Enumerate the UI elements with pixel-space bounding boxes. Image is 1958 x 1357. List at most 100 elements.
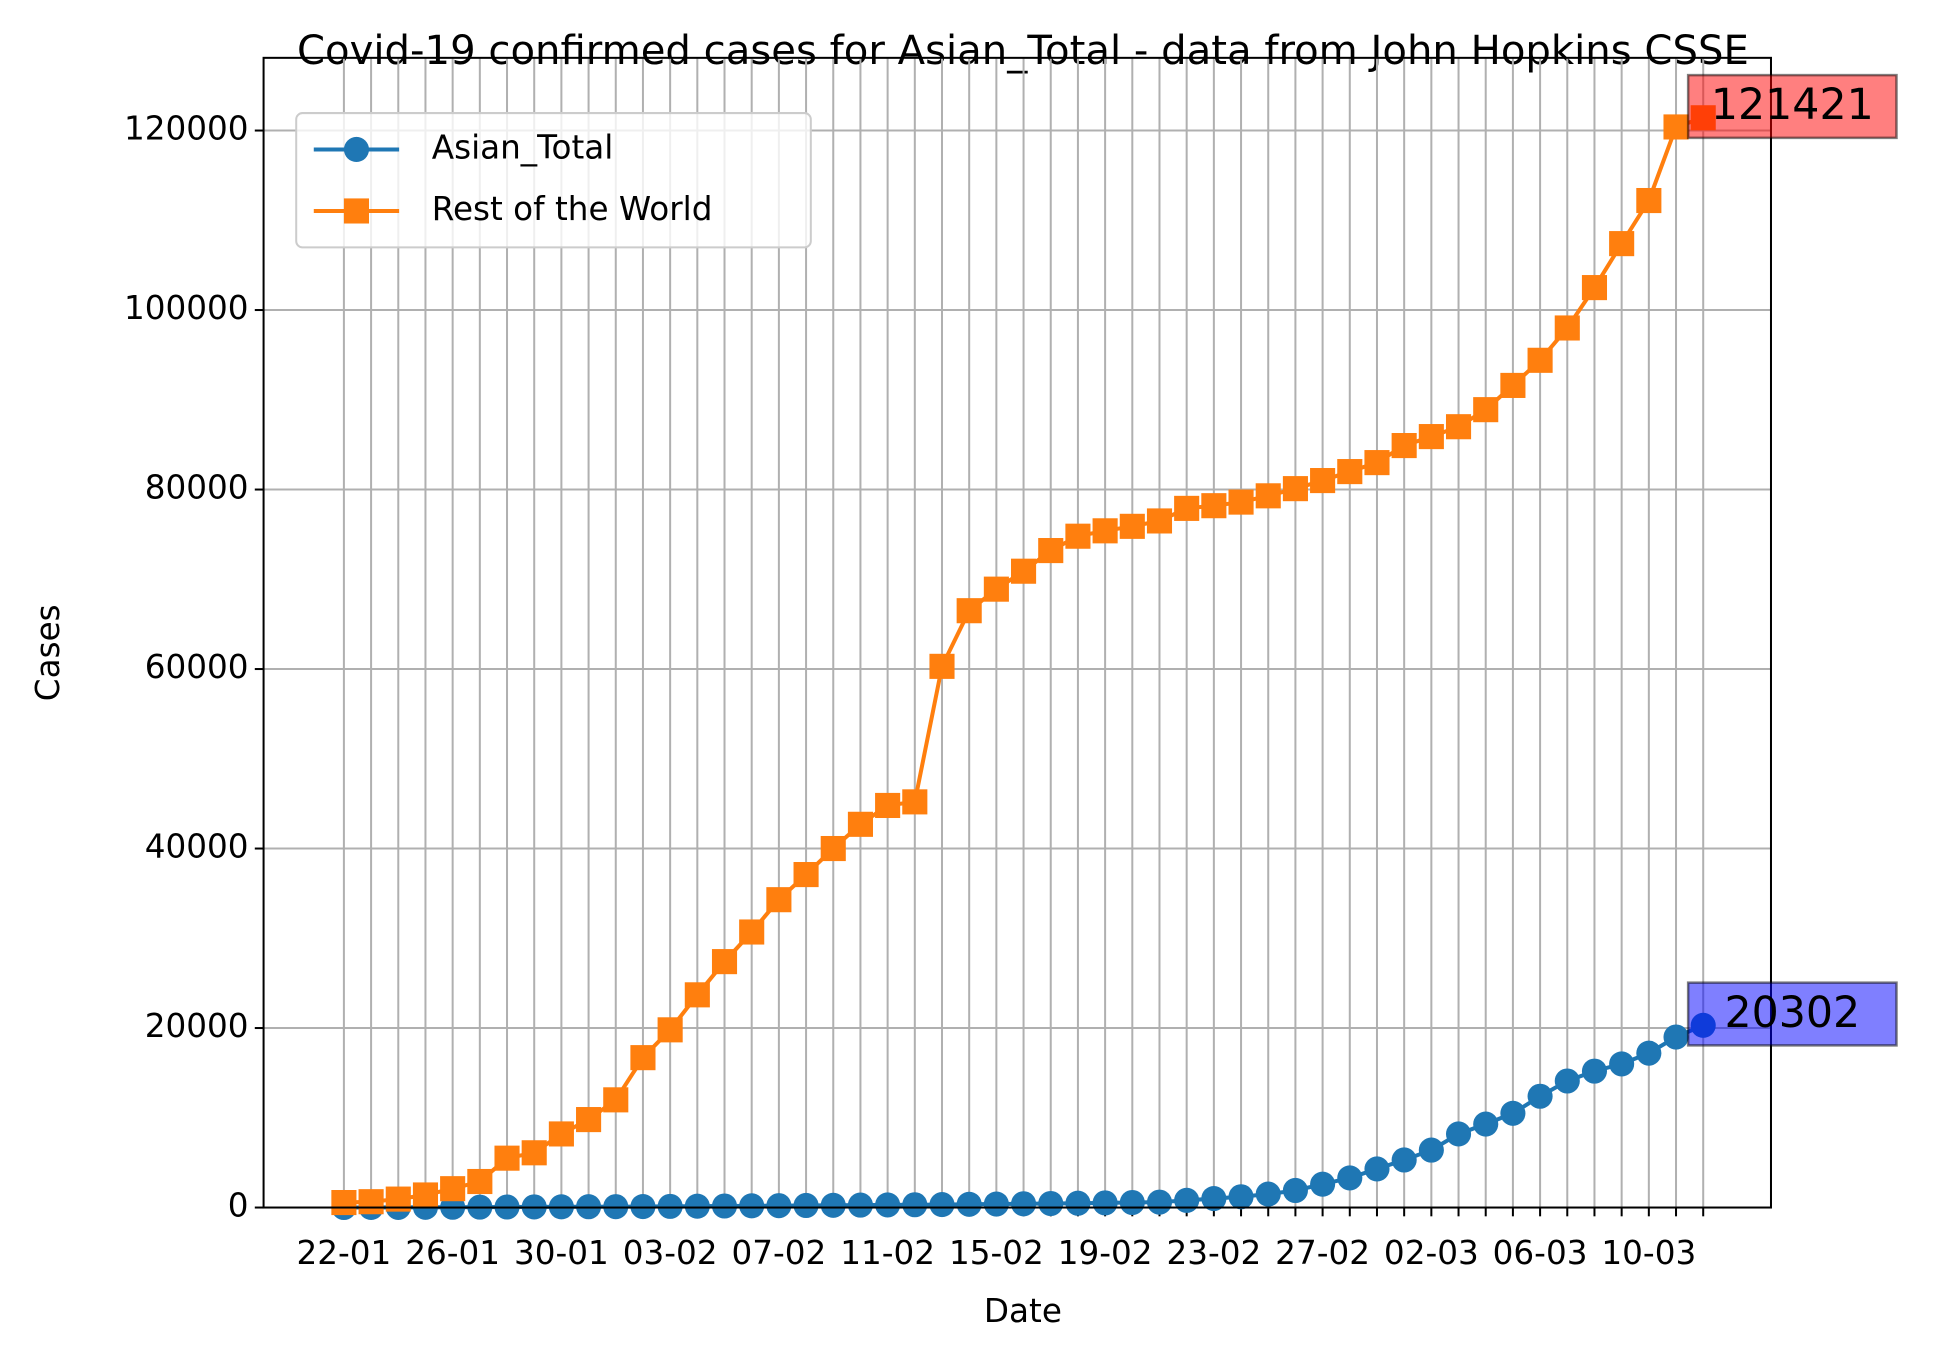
annotation-label: 121421 <box>1711 80 1874 130</box>
marker <box>548 1121 574 1147</box>
y-tick-label: 100000 <box>124 289 249 327</box>
y-tick-label: 40000 <box>145 828 249 866</box>
annotations: 20302 121421 <box>1686 73 1898 1047</box>
marker <box>1391 433 1417 459</box>
marker <box>331 1190 357 1216</box>
marker <box>494 1145 520 1171</box>
marker <box>1663 1024 1689 1050</box>
marker <box>657 1017 683 1043</box>
marker <box>1527 347 1553 373</box>
marker <box>1282 476 1308 502</box>
x-tick-label: 19-02 <box>1058 1234 1153 1272</box>
x-tick-label: 23-02 <box>1166 1234 1261 1272</box>
x-tick-label: 15-02 <box>949 1234 1044 1272</box>
marker <box>711 1193 738 1219</box>
marker <box>1174 495 1200 521</box>
marker <box>1255 483 1281 509</box>
marker <box>1092 518 1118 544</box>
marker <box>657 1193 683 1219</box>
marker <box>875 1192 901 1218</box>
marker <box>1038 1190 1064 1217</box>
marker <box>1065 1190 1091 1216</box>
marker <box>1500 372 1526 398</box>
marker <box>1554 315 1580 341</box>
marker <box>875 792 901 819</box>
marker <box>1554 1068 1580 1094</box>
marker <box>1310 468 1336 494</box>
marker <box>793 862 819 888</box>
marker <box>343 136 370 163</box>
marker <box>1609 1051 1635 1077</box>
marker <box>1337 1165 1363 1191</box>
marker <box>603 1087 629 1113</box>
marker <box>739 1193 765 1219</box>
marker <box>1364 450 1390 476</box>
marker <box>440 1176 466 1202</box>
marker <box>1418 424 1444 450</box>
x-tick-label: 27-02 <box>1275 1234 1370 1272</box>
marker <box>820 835 846 862</box>
marker <box>1500 1100 1526 1126</box>
marker <box>1581 275 1608 301</box>
marker <box>1228 1184 1254 1210</box>
marker <box>684 1193 710 1219</box>
marker <box>1473 1111 1499 1137</box>
marker <box>956 598 982 624</box>
annotation-box <box>1686 981 1898 1047</box>
y-tick-label: 0 <box>228 1187 249 1225</box>
marker <box>412 1182 439 1208</box>
marker <box>1146 508 1173 534</box>
marker <box>630 1045 656 1071</box>
marker <box>1636 1040 1662 1066</box>
y-axis-label: Cases <box>29 604 67 701</box>
marker <box>1364 1156 1390 1182</box>
legend: Asian_Total Rest of the World <box>295 112 812 249</box>
y-tick-label: 120000 <box>124 110 249 148</box>
marker <box>1527 1083 1553 1109</box>
marker <box>1636 187 1662 214</box>
marker <box>1337 459 1363 485</box>
marker <box>1038 538 1064 564</box>
marker <box>1011 558 1037 584</box>
marker <box>1228 489 1254 515</box>
marker <box>1065 523 1091 549</box>
marker <box>793 1192 819 1219</box>
marker <box>1581 1058 1608 1084</box>
marker <box>1418 1137 1444 1163</box>
marker <box>902 1192 928 1218</box>
marker <box>847 1192 873 1218</box>
marker <box>766 887 792 913</box>
marker <box>1445 414 1472 440</box>
x-tick-label: 10-03 <box>1601 1234 1696 1272</box>
x-tick-label: 06-03 <box>1493 1234 1588 1272</box>
marker <box>1255 1181 1281 1207</box>
marker <box>1473 397 1499 423</box>
marker <box>684 982 710 1008</box>
marker <box>1609 231 1635 257</box>
marker <box>820 1192 846 1218</box>
marker <box>358 1189 384 1215</box>
marker <box>1119 513 1145 539</box>
axes-frame <box>262 56 1772 1209</box>
y-tick-label: 20000 <box>145 1007 249 1045</box>
marker <box>1146 1189 1173 1215</box>
marker <box>1011 1191 1037 1217</box>
x-axis-label: Date <box>984 1292 1062 1330</box>
marker <box>956 1191 982 1217</box>
marker <box>766 1193 792 1219</box>
annotation-box <box>1686 73 1898 140</box>
marker <box>1092 1190 1118 1216</box>
marker <box>902 789 928 815</box>
marker <box>1282 1177 1308 1204</box>
x-tick-label: 26-01 <box>405 1234 500 1272</box>
marker <box>1201 493 1227 519</box>
marker <box>576 1107 602 1133</box>
marker <box>1310 1171 1336 1197</box>
marker <box>343 198 370 224</box>
x-tick-label: 11-02 <box>840 1234 935 1272</box>
marker <box>929 1192 955 1218</box>
legend-label: Rest of the World <box>432 190 713 228</box>
y-tick-label: 60000 <box>145 648 249 686</box>
